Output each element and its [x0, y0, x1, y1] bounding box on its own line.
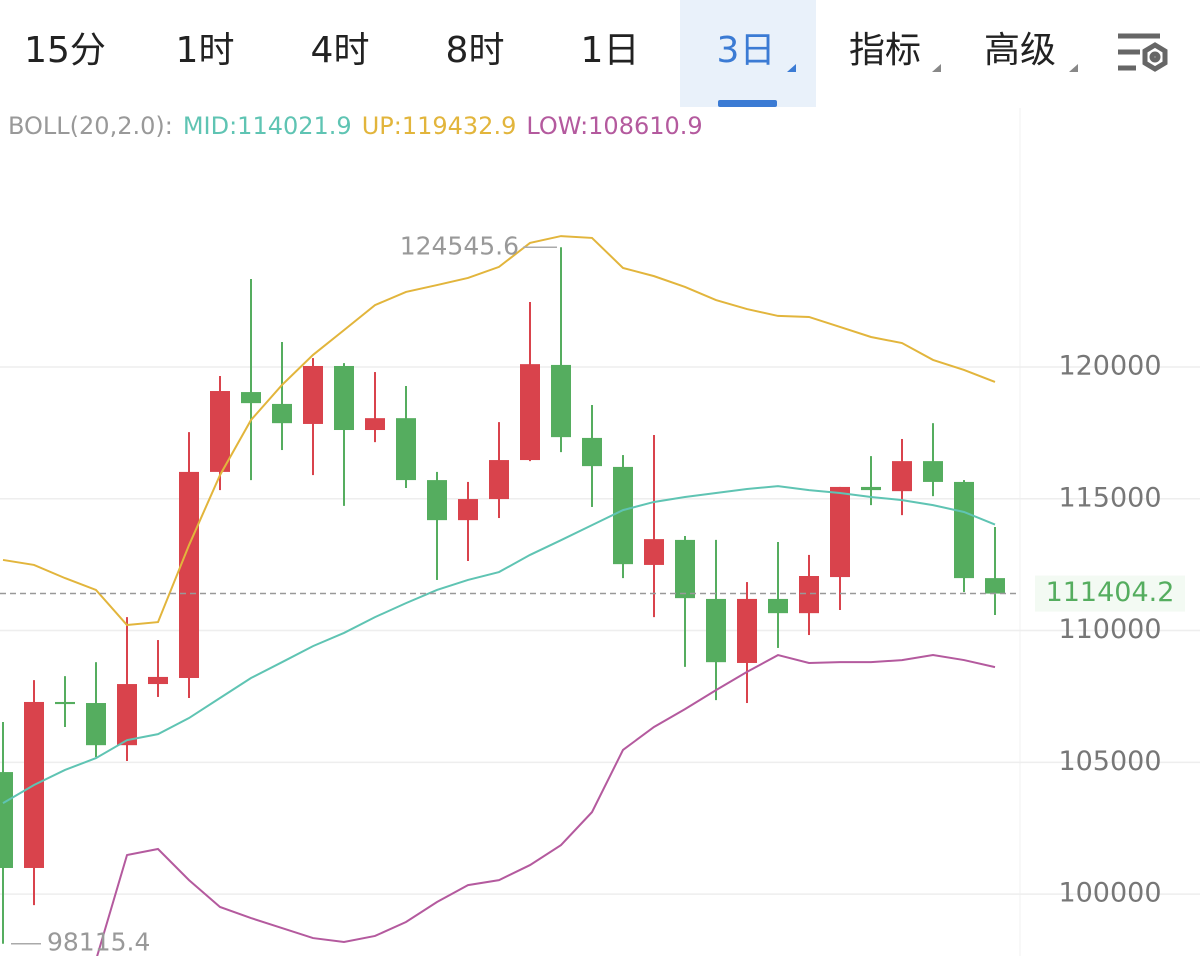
last-price-bg	[1035, 575, 1185, 612]
candle-body	[830, 486, 850, 578]
icon-hex	[1142, 42, 1168, 72]
tab-bar	[0, 0, 1200, 108]
candle-body	[0, 772, 13, 868]
last-price-label: 111404.2	[1046, 577, 1175, 608]
tab[interactable]: 3日	[717, 30, 776, 71]
candle-body	[55, 701, 75, 705]
labels: 100000 105000 110000 115000 120000 111404.2 12…	[11, 231, 1185, 956]
tab[interactable]: 指标	[849, 30, 921, 71]
candle-body	[923, 461, 943, 482]
y-tick-label: 100000	[1058, 878, 1161, 909]
indicator-legend: BOLL(20,2.0): MID:114021.9 UP:119432.9 LOW:…	[8, 112, 703, 140]
candle-body	[272, 403, 292, 424]
tab[interactable]: 8时	[446, 30, 505, 71]
tabs: 15分 1时 4时 8时 1日 3日 指标 高级	[24, 30, 1056, 71]
candle-body	[179, 471, 199, 678]
candle-body	[613, 466, 633, 565]
candle-body	[117, 684, 137, 746]
dropdown-arrow	[932, 64, 941, 72]
plot	[0, 235, 1020, 956]
candle-body	[985, 578, 1005, 594]
tab[interactable]: 高级	[984, 30, 1056, 71]
settings-icon[interactable]	[1118, 33, 1168, 72]
candle-body	[303, 365, 323, 424]
tab[interactable]: 1时	[176, 30, 235, 71]
candle-body	[86, 703, 106, 746]
tab[interactable]: 15分	[24, 30, 106, 71]
boll-line	[2, 485, 996, 805]
candle-body	[582, 437, 602, 467]
dropdown-arrow	[787, 64, 796, 72]
y-tick-label: 110000	[1058, 614, 1161, 645]
candle-body	[799, 576, 819, 614]
dropdown-arrow	[1069, 64, 1078, 72]
candle-body	[396, 418, 416, 481]
max-label: 124545.6	[400, 231, 519, 260]
candle-body	[489, 460, 509, 500]
candle-body	[241, 392, 261, 404]
legend-item: MID:114021.9	[183, 112, 352, 140]
candle-body	[737, 598, 757, 663]
candle-body	[458, 499, 478, 521]
boll-line	[96, 653, 996, 956]
candle-body	[706, 598, 726, 663]
icon-dot	[1149, 51, 1161, 63]
candle-body	[644, 539, 664, 565]
legend-item: LOW:108610.9	[526, 112, 702, 140]
candle-body	[210, 391, 230, 472]
candle-body	[861, 486, 881, 491]
tab[interactable]: 1日	[581, 30, 640, 71]
grid	[0, 366, 1200, 895]
min-label: 98115.4	[47, 928, 150, 956]
candle-body	[954, 481, 974, 579]
legend-item: BOLL(20,2.0):	[8, 112, 173, 140]
selected-tab-bg	[680, 0, 816, 107]
candle-body	[365, 418, 385, 431]
candle-body	[520, 364, 540, 461]
boll-line	[2, 235, 996, 627]
y-tick-label: 105000	[1058, 746, 1161, 777]
candle-body	[892, 461, 912, 492]
candle-body	[427, 480, 447, 521]
candle-body	[675, 539, 695, 599]
legend-item: UP:119432.9	[362, 112, 517, 140]
candle-body	[768, 598, 788, 614]
candle-body	[334, 365, 354, 431]
selected-underline	[718, 100, 777, 107]
candle-body	[551, 364, 571, 438]
candle-body	[148, 676, 168, 685]
tab[interactable]: 4时	[311, 30, 370, 71]
y-tick-label: 120000	[1058, 351, 1161, 382]
y-tick-label: 115000	[1058, 482, 1161, 513]
